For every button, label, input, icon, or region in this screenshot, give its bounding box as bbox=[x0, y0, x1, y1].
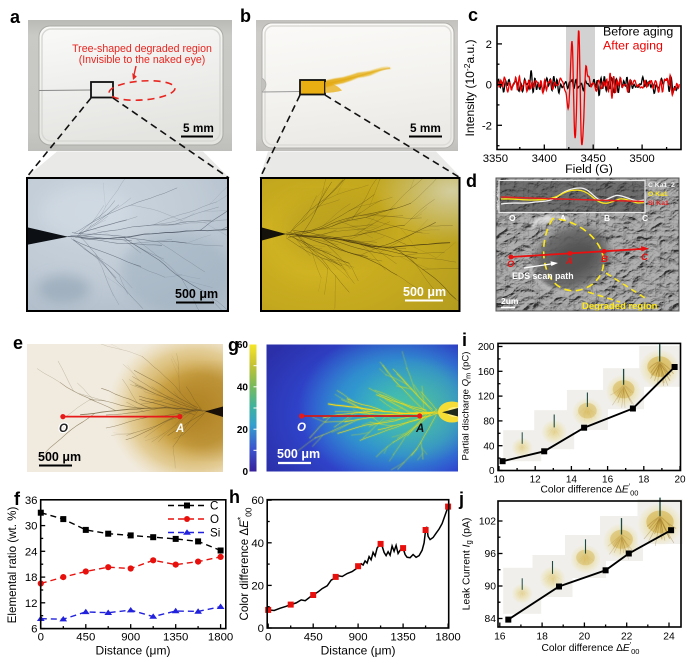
svg-text:1800: 1800 bbox=[435, 632, 460, 644]
svg-text:(Invisible to the naked eye): (Invisible to the naked eye) bbox=[79, 54, 206, 66]
svg-text:0: 0 bbox=[38, 632, 44, 644]
svg-text:30: 30 bbox=[25, 521, 38, 533]
svg-text:Tree-shaped degraded region: Tree-shaped degraded region bbox=[72, 43, 212, 55]
svg-text:24: 24 bbox=[663, 632, 675, 643]
svg-text:200: 200 bbox=[478, 342, 495, 353]
svg-text:900: 900 bbox=[121, 632, 140, 644]
svg-text:20: 20 bbox=[579, 632, 591, 643]
svg-text:Si: Si bbox=[210, 527, 220, 540]
svg-text:Distance (μm): Distance (μm) bbox=[321, 644, 396, 658]
svg-text:14: 14 bbox=[566, 475, 578, 486]
svg-text:Distance (μm): Distance (μm) bbox=[96, 644, 171, 658]
svg-text:40: 40 bbox=[483, 441, 495, 452]
svg-text:20: 20 bbox=[237, 425, 249, 436]
svg-text:Leak Current Ig (pA): Leak Current Ig (pA) bbox=[462, 518, 474, 611]
svg-text:2um: 2um bbox=[501, 296, 519, 306]
svg-text:20: 20 bbox=[674, 475, 686, 486]
svg-text:1350: 1350 bbox=[390, 632, 415, 644]
svg-text:120: 120 bbox=[478, 392, 495, 403]
svg-text:0: 0 bbox=[265, 632, 271, 644]
svg-text:102: 102 bbox=[479, 517, 496, 528]
svg-text:60: 60 bbox=[251, 495, 264, 507]
svg-text:O: O bbox=[509, 213, 516, 223]
svg-text:18: 18 bbox=[25, 572, 38, 584]
svg-text:O: O bbox=[297, 422, 306, 434]
svg-text:B: B bbox=[601, 254, 608, 265]
svg-text:18: 18 bbox=[536, 632, 548, 643]
svg-text:1800: 1800 bbox=[208, 632, 233, 644]
svg-text:1350: 1350 bbox=[163, 632, 188, 644]
svg-text:3350: 3350 bbox=[483, 153, 508, 165]
svg-text:16: 16 bbox=[494, 632, 506, 643]
svg-text:16: 16 bbox=[602, 475, 614, 486]
svg-text:450: 450 bbox=[304, 632, 323, 644]
svg-text:C Ka1_2: C Ka1_2 bbox=[648, 182, 675, 189]
svg-text:Color difference ΔE′00: Color difference ΔE′00 bbox=[542, 640, 640, 656]
svg-text:0: 0 bbox=[258, 623, 264, 635]
svg-text:0: 0 bbox=[486, 80, 492, 92]
svg-text:6: 6 bbox=[31, 624, 37, 636]
svg-text:Color difference ΔE′00: Color difference ΔE′00 bbox=[541, 482, 639, 498]
svg-text:18: 18 bbox=[638, 475, 650, 486]
svg-text:A: A bbox=[565, 256, 573, 267]
svg-text:EDS scan path: EDS scan path bbox=[512, 271, 574, 281]
svg-text:84: 84 bbox=[485, 614, 497, 625]
svg-text:A: A bbox=[560, 213, 566, 223]
svg-text:450: 450 bbox=[76, 632, 95, 644]
svg-text:B: B bbox=[604, 213, 610, 223]
svg-text:After aging: After aging bbox=[603, 39, 663, 53]
svg-text:40: 40 bbox=[251, 538, 264, 550]
svg-text:900: 900 bbox=[349, 632, 368, 644]
svg-text:A: A bbox=[415, 423, 424, 435]
svg-text:cps×10: cps×10 bbox=[494, 190, 500, 210]
svg-text:5 mm: 5 mm bbox=[410, 121, 441, 135]
svg-text:O Ka1: O Ka1 bbox=[648, 191, 668, 198]
svg-text:20: 20 bbox=[251, 580, 264, 592]
svg-text:Intensity (10-2a.u.): Intensity (10-2a.u.) bbox=[462, 39, 477, 136]
svg-text:0: 0 bbox=[489, 466, 495, 477]
svg-text:500 μm: 500 μm bbox=[277, 447, 320, 461]
svg-text:C: C bbox=[642, 213, 648, 223]
svg-text:10: 10 bbox=[493, 475, 505, 486]
svg-text:0: 0 bbox=[242, 467, 248, 478]
svg-text:24: 24 bbox=[25, 546, 38, 558]
svg-text:Field (G): Field (G) bbox=[565, 162, 613, 176]
svg-text:3400: 3400 bbox=[532, 153, 557, 165]
svg-text:3450: 3450 bbox=[581, 153, 606, 165]
svg-text:22: 22 bbox=[621, 632, 633, 643]
svg-text:2: 2 bbox=[486, 39, 492, 51]
svg-text:160: 160 bbox=[478, 367, 495, 378]
svg-text:C: C bbox=[210, 500, 218, 513]
svg-text:60: 60 bbox=[237, 340, 249, 351]
svg-text:-2: -2 bbox=[482, 120, 492, 132]
svg-text:C: C bbox=[641, 252, 648, 263]
svg-text:Partial discharge Qm (pC): Partial discharge Qm (pC) bbox=[461, 352, 473, 461]
svg-text:Si Ka1: Si Ka1 bbox=[648, 200, 669, 207]
svg-text:500 μm: 500 μm bbox=[403, 285, 446, 299]
svg-text:90: 90 bbox=[485, 582, 497, 593]
svg-text:500 μm: 500 μm bbox=[38, 450, 81, 464]
svg-text:80: 80 bbox=[483, 417, 495, 428]
svg-text:Before aging: Before aging bbox=[603, 25, 673, 39]
svg-text:O: O bbox=[210, 513, 219, 526]
svg-text:A: A bbox=[175, 423, 184, 435]
svg-text:Color difference ΔE*00: Color difference ΔE*00 bbox=[236, 507, 254, 620]
svg-text:Degraded region: Degraded region bbox=[582, 301, 658, 312]
svg-text:36: 36 bbox=[25, 495, 38, 507]
svg-text:96: 96 bbox=[485, 549, 497, 560]
svg-text:40: 40 bbox=[237, 382, 249, 393]
svg-text:Elemental ratio (wt. %): Elemental ratio (wt. %) bbox=[6, 507, 19, 624]
svg-text:O: O bbox=[59, 423, 68, 435]
svg-text:3500: 3500 bbox=[629, 153, 654, 165]
svg-text:12: 12 bbox=[25, 598, 38, 610]
svg-text:12: 12 bbox=[530, 475, 542, 486]
svg-text:500 μm: 500 μm bbox=[175, 287, 218, 301]
svg-text:O: O bbox=[507, 259, 515, 270]
svg-text:5 mm: 5 mm bbox=[183, 121, 214, 135]
